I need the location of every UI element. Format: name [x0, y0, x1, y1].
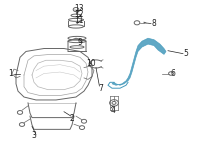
Text: 13: 13 — [74, 4, 84, 13]
Text: 3: 3 — [32, 131, 36, 141]
Text: 9: 9 — [78, 38, 82, 47]
Text: 6: 6 — [171, 69, 175, 78]
Text: 8: 8 — [152, 19, 156, 28]
Text: 4: 4 — [111, 106, 115, 115]
Text: 10: 10 — [86, 59, 96, 69]
Text: 7: 7 — [99, 84, 103, 93]
Text: 1: 1 — [9, 69, 13, 78]
Text: 5: 5 — [184, 49, 188, 58]
Text: 12: 12 — [74, 10, 84, 19]
Text: 2: 2 — [70, 114, 74, 123]
Text: 11: 11 — [74, 16, 84, 25]
Polygon shape — [112, 38, 166, 85]
